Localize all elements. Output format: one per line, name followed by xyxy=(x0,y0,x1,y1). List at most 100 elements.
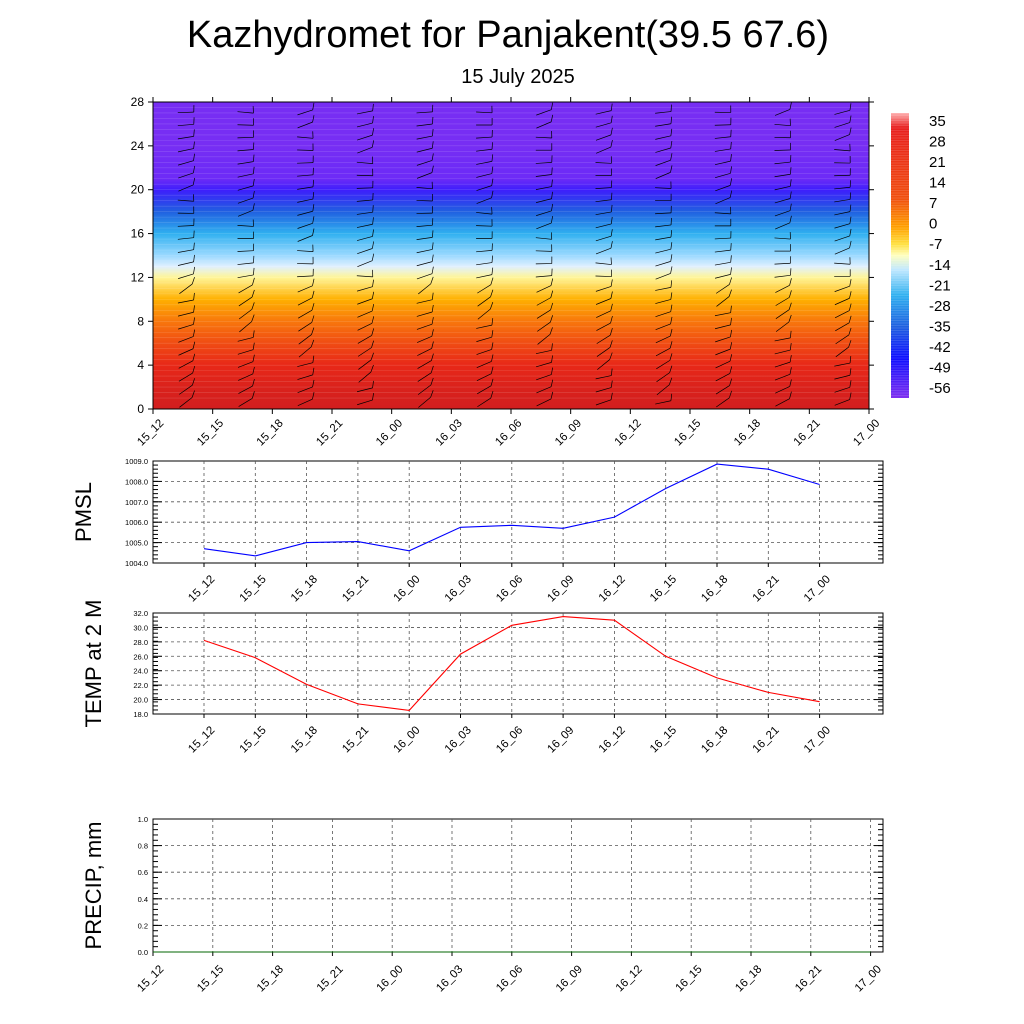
x-tick-label: 17_00 xyxy=(802,573,833,604)
wind-barb-flag xyxy=(550,114,554,122)
wind-barb-flag xyxy=(848,315,852,323)
wind-barb-flag xyxy=(372,279,374,287)
x-tick-label: 17_00 xyxy=(851,417,882,448)
wind-barb-staff xyxy=(774,349,791,355)
y-tick-label: 24 xyxy=(131,139,145,153)
x-tick-label: 15_15 xyxy=(195,963,226,994)
y-tick-label: 0.0 xyxy=(138,948,148,957)
wind-barb-flag xyxy=(193,254,195,262)
wind-barb-flag xyxy=(312,392,315,400)
wind-barb-staff xyxy=(477,284,492,294)
wind-barb-staff xyxy=(714,160,731,166)
wind-barb xyxy=(238,391,255,407)
wind-barb-flag xyxy=(372,229,374,237)
wind-barb xyxy=(774,142,791,151)
wind-barb xyxy=(357,291,375,305)
wind-barb xyxy=(655,128,673,140)
wind-barb-flag xyxy=(491,190,494,198)
colorbar-label: 7 xyxy=(929,195,937,212)
wind-barb-flag xyxy=(668,377,673,385)
wind-barb-staff xyxy=(596,334,611,344)
wind-barb-flag xyxy=(310,339,315,347)
wind-barb-staff xyxy=(297,149,314,151)
wind-barb-flag xyxy=(491,330,494,338)
wind-barb-flag xyxy=(670,280,673,288)
wind-barb-staff xyxy=(774,109,791,116)
wind-barb-flag xyxy=(372,241,375,249)
wind-barb-staff xyxy=(358,371,372,383)
wind-barb-flag xyxy=(491,178,494,186)
y-tick-label: 0 xyxy=(137,402,144,416)
x-tick-label: 16_06 xyxy=(494,573,525,604)
wind-barb-flag xyxy=(729,354,733,362)
wind-barb xyxy=(834,127,852,141)
wind-barb-flag xyxy=(253,154,255,162)
wind-barb-flag xyxy=(311,303,315,311)
wind-barb-staff xyxy=(655,335,671,344)
wind-barb-flag xyxy=(790,167,792,175)
wind-barb-flag xyxy=(669,365,673,373)
y-tick-label: 28 xyxy=(131,95,145,109)
wind-barb-flag xyxy=(252,378,255,387)
wind-barb xyxy=(177,254,195,266)
wind-barb xyxy=(655,104,672,114)
wind-barb-staff xyxy=(536,210,552,216)
wind-barb-staff xyxy=(536,285,552,293)
wind-barb-staff xyxy=(476,136,493,139)
wind-barb xyxy=(238,302,255,320)
wind-barb-staff xyxy=(535,250,552,252)
wind-barb-staff xyxy=(476,262,493,266)
wind-barb xyxy=(297,115,315,129)
y-tick-label: 18.0 xyxy=(133,710,148,719)
wind-barb-flag xyxy=(848,327,852,336)
wind-barb-staff xyxy=(476,212,493,215)
wind-barb-staff xyxy=(774,149,791,151)
wind-barb-staff xyxy=(476,173,492,178)
wind-barb-staff xyxy=(237,361,254,368)
wind-barb-staff xyxy=(595,247,612,255)
wind-barb xyxy=(476,255,493,266)
wind-barb xyxy=(177,292,195,304)
y-tick-label: 4 xyxy=(137,358,144,372)
wind-barb-staff xyxy=(537,334,551,345)
wind-barb xyxy=(477,302,494,320)
wind-barb xyxy=(715,190,733,205)
wind-barb xyxy=(655,393,673,405)
wind-barb xyxy=(356,217,374,228)
wind-barb-staff xyxy=(476,250,493,253)
wind-barb xyxy=(834,392,852,406)
wind-barb-flag xyxy=(490,277,494,285)
wind-barb-flag xyxy=(252,342,255,350)
wind-barb-flag xyxy=(551,355,553,363)
colorbar-label: -42 xyxy=(929,339,951,356)
wind-barb-staff xyxy=(177,136,194,140)
wind-barb xyxy=(655,153,673,166)
wind-barb-flag xyxy=(788,302,792,310)
wind-barb-staff xyxy=(714,249,731,253)
wind-barb xyxy=(597,352,613,370)
wind-barb-staff xyxy=(714,136,731,139)
wind-barb xyxy=(536,290,554,306)
wind-barb xyxy=(237,330,255,342)
wind-barb-staff xyxy=(177,311,194,317)
wind-barb-staff xyxy=(357,147,373,154)
wind-barb-flag xyxy=(670,266,673,274)
wind-barb-staff xyxy=(774,374,791,381)
wind-barb-staff xyxy=(416,224,433,227)
y-tick-label: 1007.0 xyxy=(125,498,148,507)
wind-barb xyxy=(595,392,613,406)
wind-barb-flag xyxy=(551,179,553,187)
wind-barb xyxy=(417,365,434,382)
wind-barb-staff xyxy=(775,321,790,332)
wind-barb-staff xyxy=(238,296,253,307)
wind-barb xyxy=(476,378,494,395)
wind-barb-staff xyxy=(238,284,253,294)
y-tick-label: 1.0 xyxy=(138,815,148,824)
x-tick-label: 16_12 xyxy=(613,417,644,448)
wind-barb-staff xyxy=(656,360,671,370)
wind-barb-staff xyxy=(177,225,194,227)
x-tick-label: 16_03 xyxy=(434,417,465,448)
wind-barb xyxy=(297,179,314,190)
wind-barb-flag xyxy=(730,267,732,275)
wind-barb xyxy=(238,289,255,307)
